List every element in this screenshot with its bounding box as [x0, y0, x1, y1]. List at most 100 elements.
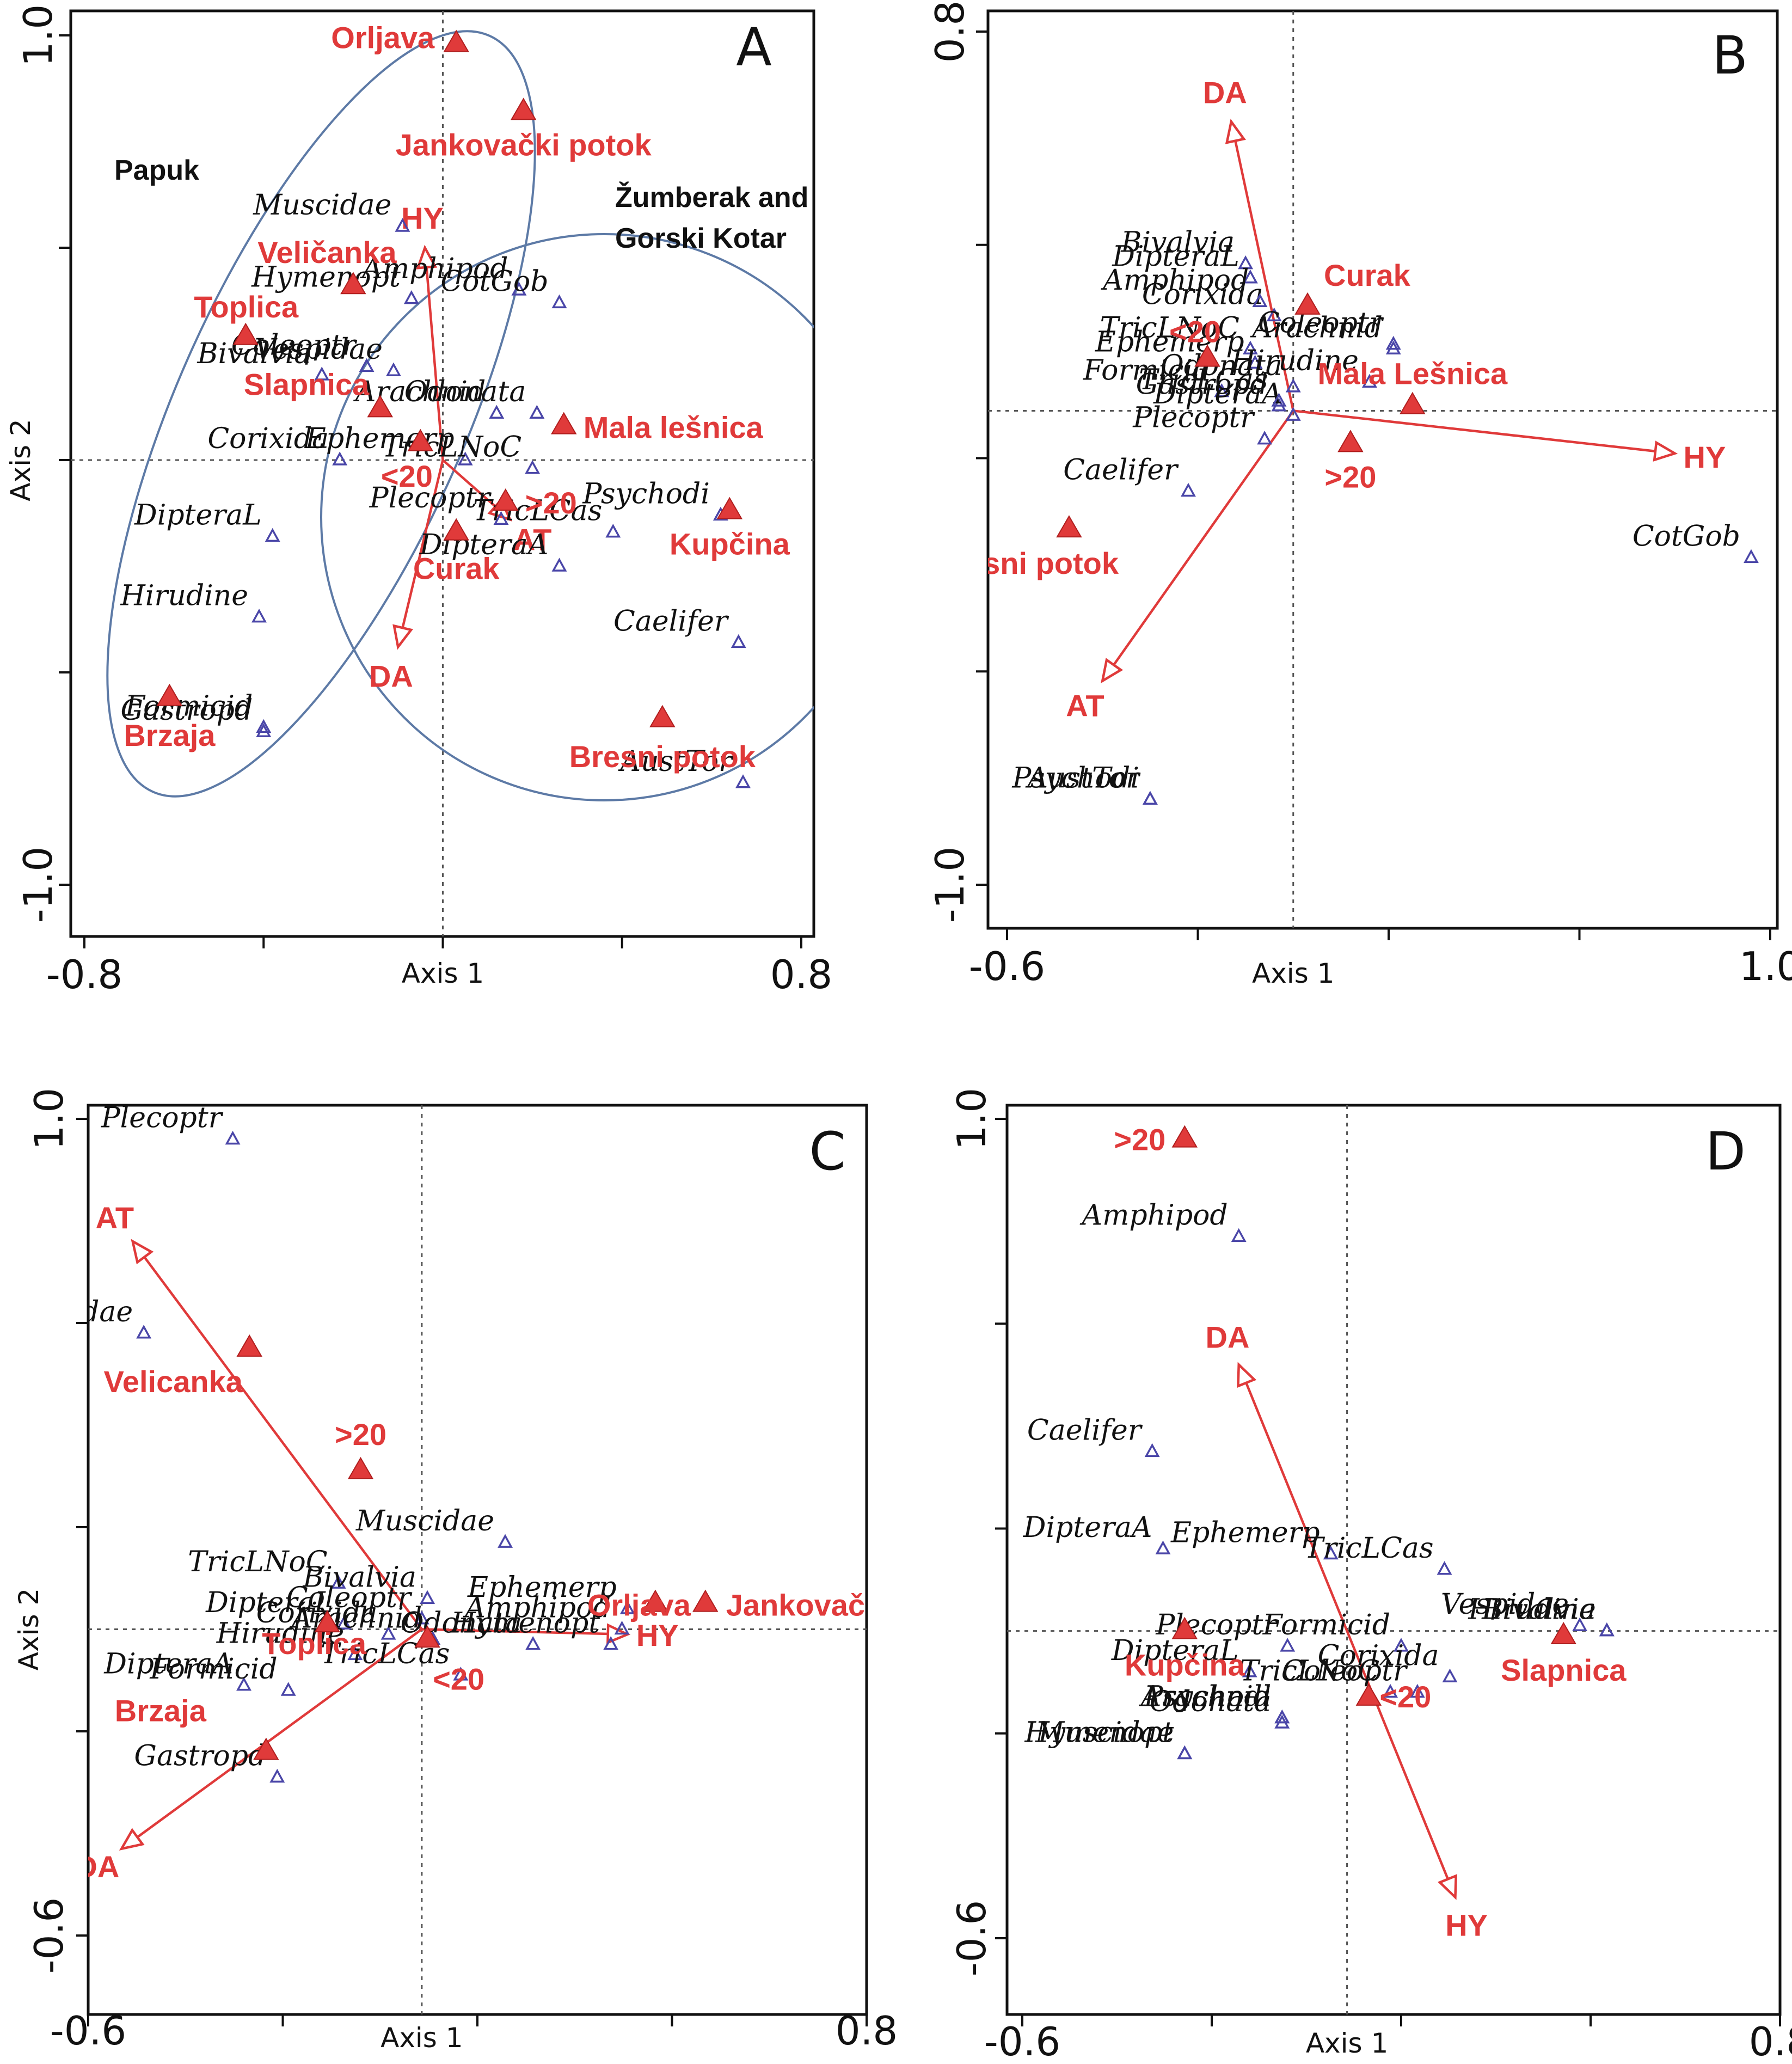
species-label: Muscidae	[253, 189, 391, 222]
y-axis-label: Axis 2	[5, 419, 36, 501]
species-marker	[614, 1620, 630, 1635]
y-tick-label: -0.6	[949, 1900, 995, 1976]
site-label: Curak	[413, 552, 500, 586]
species-marker	[385, 362, 401, 376]
species-marker	[1385, 335, 1401, 350]
species-marker	[493, 511, 509, 525]
species-label: Gastropd	[134, 1740, 266, 1772]
species-marker	[269, 1768, 285, 1783]
arrow-label-HY: HY	[636, 1618, 679, 1652]
species-label: Bivalvia	[1120, 226, 1235, 259]
arrow-AT	[131, 1240, 423, 1630]
site-marker	[551, 412, 577, 434]
species-label: DipteraL	[134, 499, 262, 531]
species-marker	[735, 774, 751, 788]
species-marker	[236, 1676, 251, 1691]
species-marker	[256, 719, 272, 733]
species-marker	[1599, 1622, 1615, 1637]
species-label: TricLCas	[1139, 364, 1268, 396]
arrow-label-DA: DA	[1206, 1320, 1250, 1355]
site-label: Toplica	[262, 1626, 367, 1661]
species-marker	[489, 405, 505, 419]
arrowhead-DA	[392, 624, 414, 650]
species-marker	[1238, 255, 1254, 270]
species-marker	[453, 1667, 469, 1681]
site-label: Brzaja	[124, 718, 216, 752]
arrow-HY	[421, 1628, 628, 1636]
arrow-DA	[120, 1628, 423, 1850]
species-label: CotGob	[440, 265, 548, 298]
site-label: Bresni potok	[569, 739, 756, 774]
species-label: TricLCas	[473, 495, 602, 528]
site-label: Veličanka	[257, 235, 397, 270]
species-label: Corixida	[256, 1597, 378, 1630]
species-marker	[1442, 1668, 1458, 1683]
species-marker	[1214, 383, 1230, 397]
site-label: Slapnica	[1501, 1653, 1627, 1687]
site-label: >20	[525, 486, 577, 520]
x-tick-label: 0.8	[836, 2008, 898, 2054]
group-label-zumberak: Žumberak and	[615, 181, 808, 213]
species-marker	[1271, 393, 1287, 407]
species-label: Coleoptr	[1282, 1655, 1408, 1688]
species-marker	[280, 1682, 296, 1696]
x-axis-label: Axis 1	[1306, 2028, 1388, 2059]
site-label: >20	[1324, 460, 1376, 494]
species-label: Arachnid	[353, 376, 486, 408]
species-marker	[359, 358, 375, 372]
site-marker	[1171, 1125, 1198, 1148]
species-label: DipteraA	[419, 529, 549, 561]
species-label: Hirudine	[1230, 345, 1359, 377]
species-label: Vespidae	[1441, 1588, 1569, 1621]
site-label: Orljava	[331, 21, 435, 55]
arrow-label-DA: DA	[1203, 76, 1247, 110]
arrow-DA	[396, 460, 444, 647]
site-marker	[340, 272, 366, 295]
plot-area: AT HY DA Plecoptr Vespidae Muscidae TricLNoCBi…	[88, 1105, 867, 1884]
species-marker	[403, 290, 419, 304]
species-marker	[619, 1600, 635, 1614]
species-label: Corixida	[1142, 278, 1263, 311]
species-marker	[525, 460, 541, 474]
species-label: TricLCas	[1304, 1532, 1433, 1565]
species-marker	[1257, 431, 1273, 445]
species-marker	[332, 451, 348, 466]
x-tick-label: 0.8	[770, 952, 833, 997]
species-marker	[1394, 1638, 1409, 1652]
x-tick-label: 1.0	[1739, 944, 1792, 989]
species-marker	[1285, 378, 1301, 393]
species-marker	[1285, 407, 1301, 421]
plot-area: HYDAATMuscidaeAmphipodCotGobHymenoptBiva…	[106, 21, 814, 801]
species-label: Caelifer	[613, 605, 729, 638]
site-marker	[314, 1610, 340, 1633]
site-marker	[367, 395, 393, 418]
y-tick-label: -1.0	[15, 847, 61, 923]
site-marker	[1294, 292, 1321, 315]
y-tick-label: -0.6	[26, 1897, 72, 1974]
species-marker	[1155, 1540, 1171, 1554]
y-tick-label: 1.0	[15, 4, 61, 67]
arrowhead-AT	[1101, 658, 1124, 684]
species-label: TricLNoC	[1240, 1655, 1379, 1688]
panel-C: -0.6 0.8 1.0 -0.6 Axis 1 Axis 2 C AT HY DA Plecopt…	[13, 1088, 898, 2054]
plot-frame	[986, 9, 1779, 930]
site-label: Curak	[1324, 258, 1411, 292]
site-label: <20	[433, 1662, 484, 1696]
x-axis-label: Axis 1	[381, 2022, 463, 2054]
species-marker	[1280, 1638, 1296, 1652]
species-label: Ephemerp	[467, 1571, 617, 1604]
species-label: Odonata	[1161, 350, 1282, 382]
species-label: Psychodi	[1144, 1681, 1272, 1713]
species-marker	[256, 723, 272, 737]
species-marker	[251, 608, 267, 623]
site-label: Bresni potok	[932, 546, 1119, 580]
site-marker	[1337, 430, 1364, 452]
species-label: Corixida	[1318, 1639, 1439, 1672]
arrow-HY	[1346, 1630, 1457, 1898]
species-label: DipteraL	[1112, 241, 1239, 273]
site-marker	[493, 488, 519, 511]
species-marker	[1266, 307, 1282, 322]
species-marker	[529, 405, 545, 419]
